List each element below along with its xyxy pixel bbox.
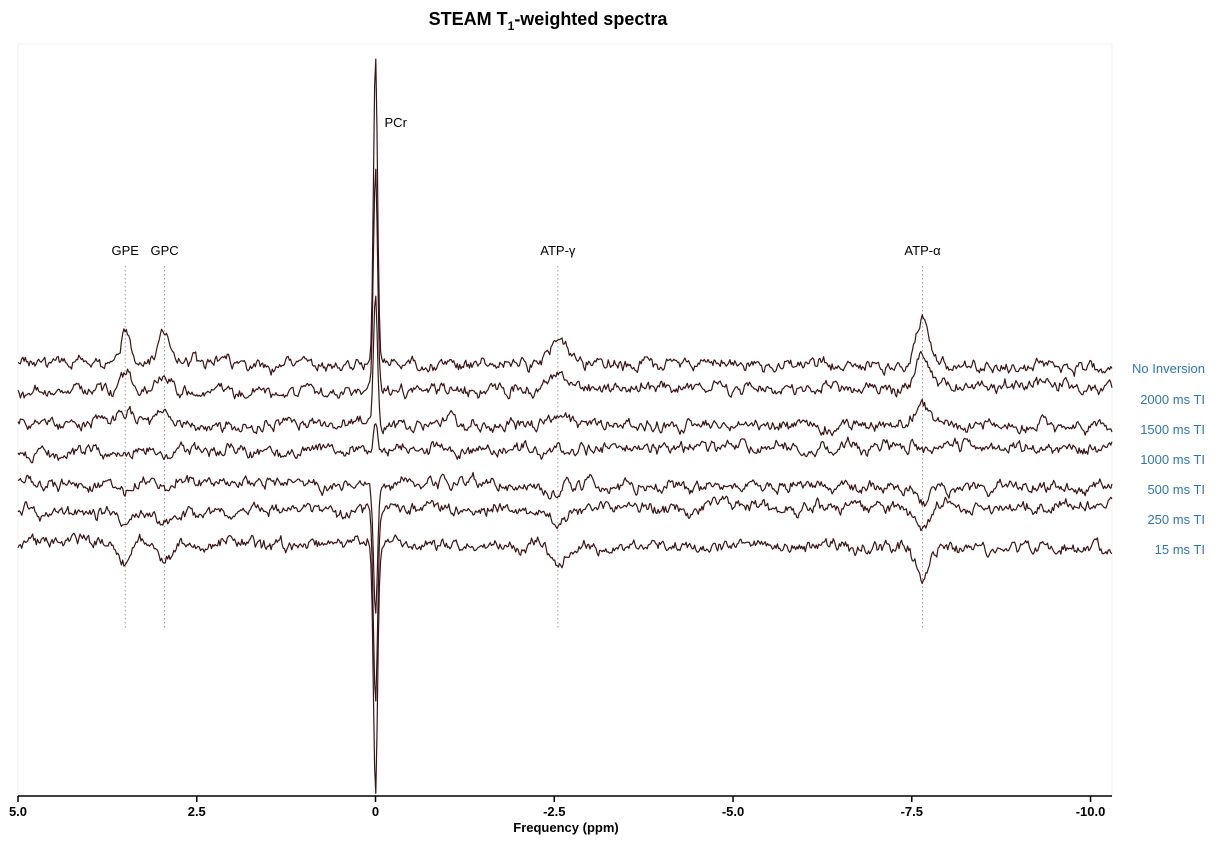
series-labels: No Inversion 2000 ms TI 1500 ms TI 1000 ms … xyxy=(1132,361,1205,557)
chart-title-main: STEAM T xyxy=(429,9,508,29)
chart-title-suffix: -weighted spectra xyxy=(514,9,668,29)
x-tick-label: -2.5 xyxy=(543,804,565,819)
x-tick-label: -5.0 xyxy=(722,804,744,819)
series-label: 15 ms TI xyxy=(1155,542,1205,557)
series-label: 2000 ms TI xyxy=(1140,392,1205,407)
x-tick-label: 5.0 xyxy=(9,804,27,819)
x-tick-label: 0 xyxy=(372,804,379,819)
spectra-series xyxy=(17,58,1113,794)
x-axis-ticks: 5.0 2.5 0 -2.5 -5.0 -7.5 -10.0 xyxy=(9,796,1105,819)
x-tick-label: -7.5 xyxy=(901,804,923,819)
spectrum-trace xyxy=(17,532,1113,794)
spectrum-trace xyxy=(17,423,1113,464)
series-label: 1500 ms TI xyxy=(1140,422,1205,437)
peak-label: PCr xyxy=(385,115,408,130)
series-label: 250 ms TI xyxy=(1147,512,1205,527)
spectrum-trace xyxy=(17,168,1113,400)
series-label: No Inversion xyxy=(1132,361,1205,376)
spectrum-trace xyxy=(17,495,1113,702)
x-tick-label: -10.0 xyxy=(1076,804,1106,819)
peak-labels: GPE GPC PCr ATP-γ ATP-α xyxy=(112,115,942,258)
series-label: 500 ms TI xyxy=(1147,482,1205,497)
chart-title: STEAM T1-weighted spectra xyxy=(429,9,669,33)
peak-label: ATP-α xyxy=(904,243,941,258)
peak-label: GPC xyxy=(150,243,178,258)
plot-area xyxy=(17,43,1113,797)
series-label: 1000 ms TI xyxy=(1140,452,1205,467)
peak-label: ATP-γ xyxy=(540,243,576,258)
peak-label: GPE xyxy=(112,243,140,258)
x-axis-label: Frequency (ppm) xyxy=(513,820,618,835)
spectrum-trace xyxy=(17,58,1113,377)
spectrum-trace xyxy=(17,471,1113,614)
chart-title-subscript: 1 xyxy=(508,19,515,33)
x-tick-label: 2.5 xyxy=(188,804,206,819)
spectrum-trace xyxy=(17,295,1113,437)
